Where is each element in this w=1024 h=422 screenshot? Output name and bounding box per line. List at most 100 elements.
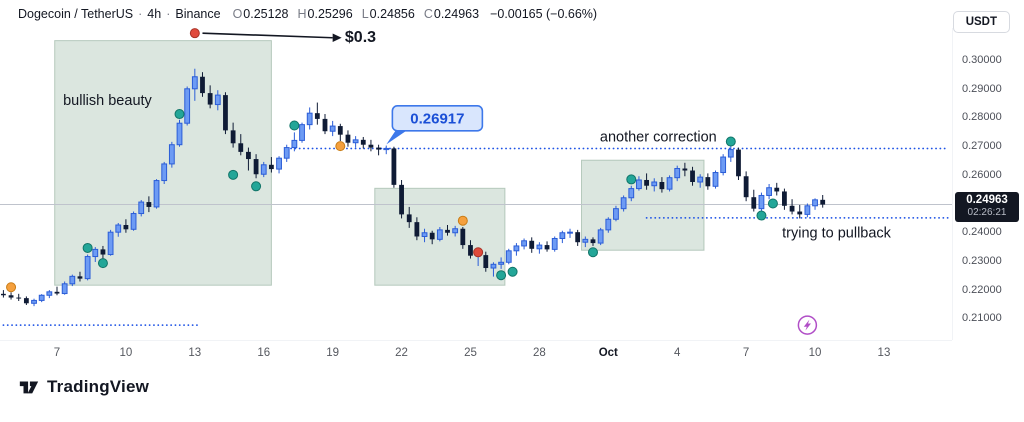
time-axis-label: 4 (674, 347, 681, 359)
candle-down (399, 184, 404, 215)
candle-up (276, 157, 282, 170)
candle-down (797, 211, 803, 215)
candle-up (421, 232, 428, 237)
close-value: C0.24963 (423, 7, 480, 21)
symbol-title[interactable]: Dogecoin / TetherUS (18, 7, 134, 21)
candle-down (322, 118, 328, 132)
candle-up (582, 238, 589, 243)
time-axis-label: 22 (395, 347, 408, 359)
candle-up (214, 94, 221, 106)
candle-up (84, 256, 91, 280)
candle-up (505, 250, 512, 263)
candle-down (345, 134, 351, 143)
candle-down (544, 245, 550, 250)
candle-down (782, 191, 787, 206)
candle-down (337, 126, 343, 135)
candle-up (567, 231, 573, 234)
candle-up (168, 144, 175, 165)
candle-up (697, 176, 704, 183)
time-axis-label: 13 (188, 347, 202, 359)
ohlc-readout: O0.25128 H0.25296 L0.24856 C0.24963 −0.0… (233, 7, 598, 21)
candle-down (445, 229, 450, 233)
chart-toolbar: Dogecoin / TetherUS · 4h · Binance O0.25… (0, 0, 1024, 28)
candle-up (46, 291, 53, 296)
tradingview-logo[interactable]: TradingView (18, 376, 149, 398)
candle-down (368, 144, 374, 148)
signal-dot-teal (289, 120, 300, 131)
target-arrow[interactable] (202, 32, 333, 39)
candle-up (130, 213, 137, 230)
candle-down (207, 93, 213, 105)
candle-up (758, 194, 765, 210)
candle-down (743, 176, 749, 198)
candle-up (628, 188, 635, 199)
signal-dot-teal (228, 169, 239, 180)
candle-up (115, 224, 122, 233)
candle-up (597, 229, 604, 244)
candle-down (483, 255, 489, 269)
candle-up (559, 232, 566, 239)
candle-down (590, 239, 596, 244)
price-axis-label: 0.28000 (962, 111, 1002, 124)
chart-footer: TradingView (0, 366, 1024, 422)
candle-down (314, 113, 320, 119)
candle-down (575, 232, 581, 243)
candle-down (200, 76, 205, 94)
currency-button[interactable]: USDT (952, 11, 1010, 33)
candle-down (391, 148, 397, 185)
candle-up (61, 283, 68, 295)
chart-plot-area[interactable]: bullish beauty another correction trying t… (0, 28, 952, 340)
candle-up (352, 139, 359, 144)
candle-up (613, 208, 619, 220)
signal-dot-teal (507, 266, 518, 277)
bar-countdown: 02:26:21 (967, 206, 1007, 218)
text-annotation[interactable]: another correction (600, 129, 717, 145)
signal-dot-teal (174, 109, 185, 120)
candle-down (246, 151, 251, 160)
change-value: −0.00165 (−0.66%) (490, 7, 598, 21)
interval-button[interactable]: 4h (147, 7, 162, 21)
separator-dot: · (138, 7, 143, 21)
price-axis-label: 0.24000 (962, 226, 1002, 239)
candle-down (77, 276, 83, 279)
candle-down (705, 177, 711, 187)
price-axis[interactable]: 0.24963 02:26:21 0.30000 0.29000 0.28000 0.… (952, 28, 1024, 340)
candle-down (644, 179, 649, 186)
target-arrow-head (332, 33, 342, 42)
open-value: O0.25128 (232, 7, 289, 21)
price-axis-label: 0.27000 (962, 140, 1002, 153)
candlestick-chart[interactable]: bullish beauty another correction trying t… (0, 28, 952, 340)
candle-down (682, 168, 688, 171)
candle-down (468, 245, 473, 256)
price-axis-label: 0.21000 (962, 312, 1002, 325)
candle-up (490, 263, 497, 269)
candle-up (636, 179, 642, 190)
time-axis-label: 10 (808, 347, 822, 359)
time-axis-label: 19 (326, 347, 340, 359)
candle-down (268, 164, 274, 170)
candle-up (436, 229, 443, 240)
price-callout-label[interactable] (391, 105, 484, 132)
time-axis[interactable]: 7 10 13 16 19 22 25 28 Oct 4 7 10 13 (0, 340, 952, 367)
time-axis-label: 16 (257, 347, 271, 359)
candle-down (253, 159, 259, 175)
candle-up (92, 248, 99, 258)
candle-down (146, 202, 152, 207)
candle-down (54, 291, 60, 294)
text-annotation[interactable]: $0.3 (345, 29, 376, 46)
candle-up (452, 228, 459, 234)
time-axis-label: 7 (742, 347, 750, 359)
time-axis-label: 10 (119, 347, 133, 359)
text-annotation[interactable]: bullish beauty (63, 93, 152, 109)
text-annotation[interactable]: trying to pullback (782, 225, 892, 241)
signal-dot-red (189, 28, 200, 39)
candle-up (720, 156, 727, 174)
symbol-info[interactable]: Dogecoin / TetherUS · 4h · Binance (18, 7, 221, 21)
candle-up (513, 245, 520, 252)
candle-up (651, 181, 658, 187)
time-axis-label: 25 (464, 347, 477, 359)
candle-down (376, 147, 381, 150)
candle-up (383, 147, 390, 151)
candle-up (605, 218, 612, 231)
price-axis-label: 0.22000 (962, 283, 1002, 296)
